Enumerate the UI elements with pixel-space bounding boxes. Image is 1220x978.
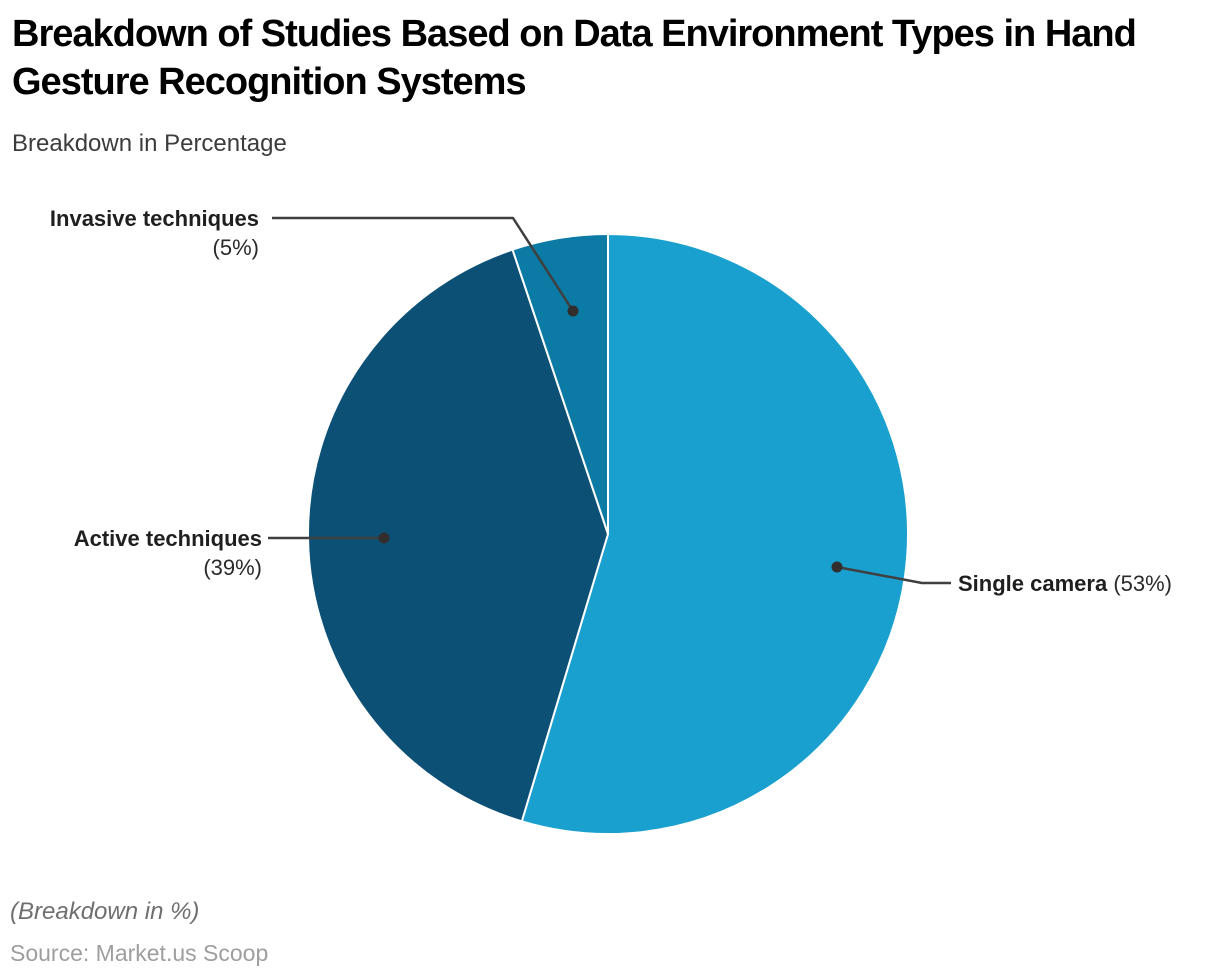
marker-dot-invasive-techniques bbox=[567, 305, 579, 317]
chart-subtitle: Breakdown in Percentage bbox=[12, 130, 287, 157]
label-single-camera-value: (53%) bbox=[1113, 571, 1172, 596]
leader-line-invasive-techniques bbox=[272, 216, 575, 312]
label-invasive-techniques-name: Invasive techniques bbox=[49, 206, 259, 231]
pie-slices bbox=[307, 233, 909, 835]
label-single-camera: Single camera (53%) bbox=[958, 569, 1172, 598]
leader-line-single-camera bbox=[836, 565, 951, 585]
label-active-techniques-name: Active techniques bbox=[73, 526, 262, 551]
label-active-techniques-value: (39%) bbox=[203, 555, 262, 580]
footer-source: Source: Market.us Scoop bbox=[10, 940, 269, 966]
label-single-camera-name: Single camera bbox=[958, 571, 1108, 596]
page-title: Breakdown of Studies Based on Data Envir… bbox=[12, 13, 1137, 103]
pie-slice-invasive-techniques[interactable] bbox=[511, 233, 609, 535]
footer-note: (Breakdown in %) bbox=[10, 898, 200, 925]
label-active-techniques: Active techniques (39%) bbox=[74, 524, 262, 582]
label-invasive-techniques: Invasive techniques (5%) bbox=[50, 204, 259, 262]
pie-slice-single-camera[interactable] bbox=[520, 233, 909, 835]
label-invasive-techniques-value: (5%) bbox=[212, 235, 259, 260]
marker-dot-active-techniques bbox=[378, 532, 390, 544]
marker-dot-single-camera bbox=[831, 561, 843, 573]
